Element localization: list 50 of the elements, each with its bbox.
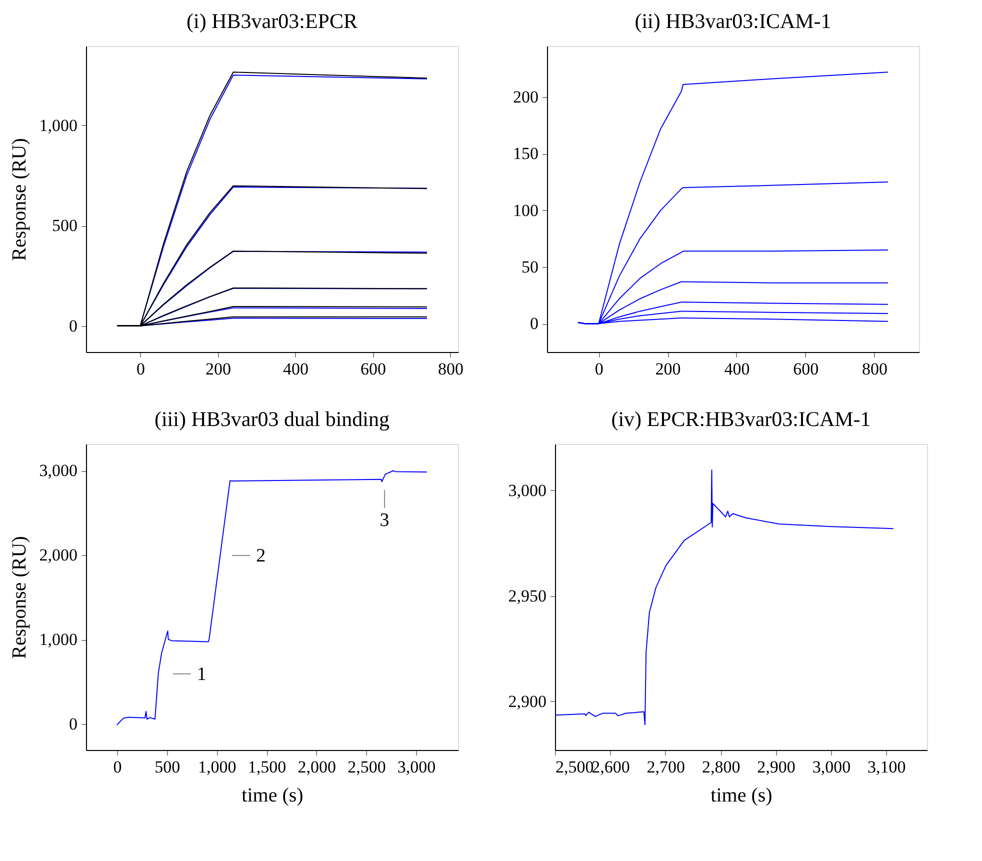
y-tick-label: 1,000 xyxy=(39,630,78,650)
x-tick-label: 2,500 xyxy=(348,758,386,776)
y-tick-label: 2,000 xyxy=(39,546,78,565)
x-tick-label: 3,100 xyxy=(868,758,906,776)
y-axis-title: Response (RU) xyxy=(8,138,30,261)
y-tick-label: 100 xyxy=(513,200,538,220)
y-tick-label: 0 xyxy=(69,714,78,734)
y-tick-label: 2,900 xyxy=(508,692,546,711)
x-tick-label: 600 xyxy=(360,360,386,378)
x-tick-label: 1,000 xyxy=(198,758,236,776)
y-tick-label: 0 xyxy=(69,316,78,336)
x-tick-label: 3,000 xyxy=(397,758,436,776)
y-tick-label: 1,000 xyxy=(39,116,78,135)
chart-title: (ii) HB3var03:ICAM-1 xyxy=(634,9,832,33)
x-tick-label: 500 xyxy=(154,758,180,776)
x-tick-label: 800 xyxy=(862,360,888,378)
x-tick-label: 1,500 xyxy=(248,758,286,776)
x-tick-label: 0 xyxy=(113,758,122,776)
x-tick-label: 2,900 xyxy=(757,758,796,776)
x-tick-label: 200 xyxy=(206,360,231,378)
chart-title: (i) HB3var03:EPCR xyxy=(186,9,358,33)
annotation: 2 xyxy=(256,545,266,566)
chart-title: (iv) EPCR:HB3var03:ICAM-1 xyxy=(611,407,871,431)
x-tick-label: 0 xyxy=(594,360,604,378)
x-tick-label: 2,800 xyxy=(702,758,740,776)
y-tick-label: 500 xyxy=(52,216,78,236)
y-tick-label: 150 xyxy=(513,144,538,164)
annotation: 1 xyxy=(196,664,206,685)
x-tick-label: 800 xyxy=(438,360,464,378)
annotation: 3 xyxy=(380,510,390,532)
x-tick-label: 400 xyxy=(724,360,750,378)
x-tick-label: 400 xyxy=(283,360,308,378)
x-tick-label: 2,700 xyxy=(646,758,686,776)
y-tick-label: 2,950 xyxy=(508,586,546,606)
x-tick-label: 2,600 xyxy=(592,758,630,776)
x-tick-label: 600 xyxy=(793,360,819,378)
y-tick-label: 50 xyxy=(522,258,538,276)
y-tick-label: 3,000 xyxy=(39,461,78,480)
x-axis-title: time (s) xyxy=(242,784,304,806)
x-tick-label: 3,000 xyxy=(812,758,851,776)
x-tick-label: 200 xyxy=(655,360,681,378)
y-tick-label: 0 xyxy=(530,314,538,334)
x-tick-label: 2,500 xyxy=(556,758,594,776)
chart-title: (iii) HB3var03 dual binding xyxy=(154,407,390,431)
x-tick-label: 2,000 xyxy=(298,758,336,776)
x-axis-title: time (s) xyxy=(710,784,772,806)
y-tick-label: 3,000 xyxy=(508,480,546,500)
x-tick-label: 0 xyxy=(136,360,145,378)
y-axis-title: Response (RU) xyxy=(8,536,30,659)
y-tick-label: 200 xyxy=(513,88,538,106)
